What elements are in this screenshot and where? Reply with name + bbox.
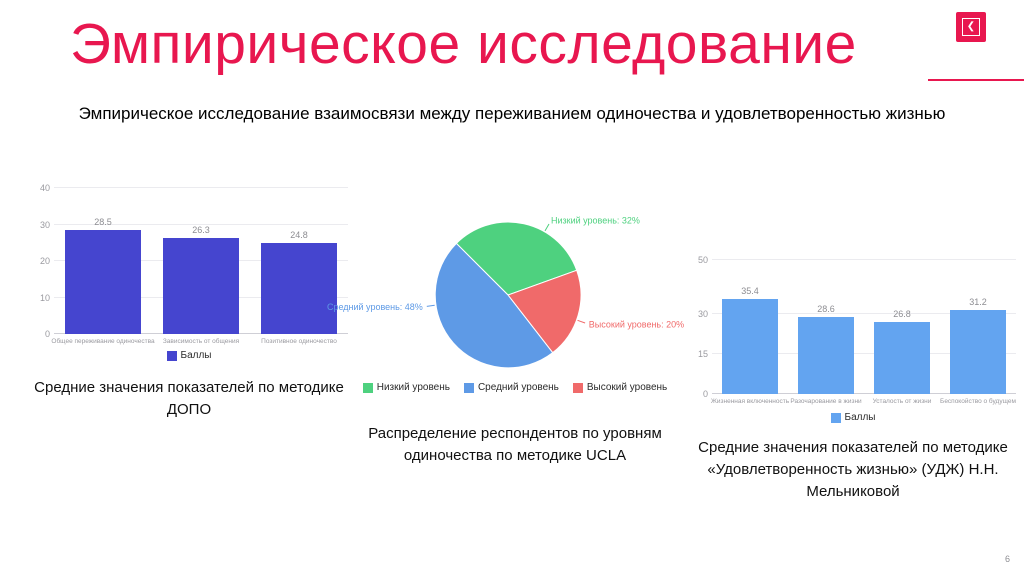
legend-label: Баллы bbox=[844, 412, 876, 423]
bar-chart-life-satisfaction: 0 15 30 50 35.4 Жизненная включенность 28.6 Раз… bbox=[688, 248, 1018, 502]
bar bbox=[65, 229, 141, 334]
slide-subtitle: Эмпирическое исследование взаимосвязи ме… bbox=[78, 104, 946, 123]
pie-slice-callout-label: Средний уровень: 48% bbox=[327, 302, 423, 312]
bar-slot: 26.3 Зависимость от общения bbox=[152, 188, 250, 345]
bar-slot: 24.8 Позитивное одиночество bbox=[250, 188, 348, 345]
legend-item: Средний уровень bbox=[463, 382, 559, 393]
back-button[interactable]: ❮ bbox=[956, 12, 986, 42]
y-axis-tick-label: 50 bbox=[697, 255, 708, 265]
gridline bbox=[712, 352, 1016, 354]
bar bbox=[950, 310, 1006, 394]
legend-swatch bbox=[166, 350, 177, 361]
y-axis-tick-label: 0 bbox=[44, 329, 50, 339]
legend-swatch bbox=[463, 382, 474, 393]
chart-caption: Средние значения показателей по методике… bbox=[698, 439, 1008, 500]
bar-slot: 26.8 Усталость от жизни bbox=[864, 260, 940, 405]
chart-legend: Баллы bbox=[688, 412, 1018, 423]
y-axis-tick-label: 10 bbox=[39, 292, 50, 303]
x-axis-category-label: Общее переживание одиночества bbox=[51, 338, 155, 345]
bar bbox=[798, 317, 854, 394]
pie-callout-line bbox=[577, 319, 586, 324]
gridline bbox=[712, 393, 1016, 394]
pie-chart-ucla: Низкий уровень: 32% Высокий уровень: 20% С… bbox=[327, 210, 684, 467]
gridline bbox=[712, 259, 1016, 260]
y-axis-tick-label: 30 bbox=[697, 308, 708, 319]
chart-caption: Распределение респондентов по уровням од… bbox=[368, 425, 662, 464]
bar bbox=[874, 322, 930, 394]
bar bbox=[722, 299, 778, 394]
bar bbox=[163, 238, 239, 334]
legend-swatch bbox=[362, 382, 373, 393]
gridline bbox=[54, 187, 348, 188]
bar-value-label: 31.2 bbox=[969, 297, 987, 308]
x-axis-category-label: Разочарование в жизни bbox=[790, 398, 862, 405]
x-axis-category-label: Позитивное одиночество bbox=[261, 338, 337, 345]
bar-value-label: 28.5 bbox=[94, 216, 112, 227]
gridline bbox=[54, 223, 348, 225]
y-axis-tick-label: 15 bbox=[697, 348, 708, 359]
legend-label: Средний уровень bbox=[477, 382, 559, 393]
bar-slot: 35.4 Жизненная включенность bbox=[711, 260, 789, 405]
bar-value-label: 26.3 bbox=[192, 225, 210, 236]
header-divider bbox=[928, 79, 1024, 81]
bar-chart-plot-area: 0 10 20 30 40 28.5 Общее переживание одиночест… bbox=[40, 183, 348, 345]
y-axis-tick-label: 30 bbox=[39, 219, 50, 230]
gridline bbox=[712, 312, 1016, 314]
y-axis-tick-label: 20 bbox=[39, 256, 50, 266]
y-axis-tick-label: 40 bbox=[39, 183, 50, 193]
chart-caption: Средние значения показателей по методике… bbox=[34, 379, 344, 418]
x-axis-category-label: Жизненная включенность bbox=[710, 398, 790, 405]
pie-slice bbox=[507, 269, 582, 354]
bar bbox=[261, 243, 337, 334]
legend-label: Баллы bbox=[180, 350, 212, 361]
pie-slice bbox=[455, 221, 578, 296]
chart-legend: Низкий уровень Средний уровень Высокий уро… bbox=[350, 382, 680, 393]
legend-item: Низкий уровень bbox=[362, 382, 450, 393]
y-axis-tick-label: 0 bbox=[702, 389, 708, 399]
pie-callout-line bbox=[426, 304, 435, 307]
bar-value-label: 24.8 bbox=[290, 230, 308, 241]
pie-slice bbox=[434, 242, 554, 369]
legend-label: Высокий уровень bbox=[586, 382, 668, 393]
legend-swatch bbox=[830, 412, 841, 423]
bar-chart-dopo: 0 10 20 30 40 28.5 Общее переживание одиночест… bbox=[28, 178, 350, 421]
bar-slot: 28.5 Общее переживание одиночества bbox=[51, 188, 154, 345]
bar-slot: 31.2 Беспокойство о будущем bbox=[940, 260, 1016, 405]
x-axis-category-label: Беспокойство о будущем bbox=[940, 398, 1016, 405]
bar-slot: 28.6 Разочарование в жизни bbox=[788, 260, 864, 405]
pie-slice-callout-label: Высокий уровень: 20% bbox=[589, 319, 684, 329]
legend-item: Баллы bbox=[830, 412, 876, 423]
pie-chart: Низкий уровень: 32% Высокий уровень: 20% С… bbox=[327, 216, 684, 369]
bar-chart-plot-area: 0 15 30 50 35.4 Жизненная включенность 28.6 Раз… bbox=[698, 255, 1016, 405]
bar-value-label: 28.6 bbox=[817, 304, 835, 315]
chart-legend: Баллы bbox=[28, 350, 350, 361]
slide-title: Эмпирическое исследование bbox=[70, 12, 857, 76]
bar-value-label: 26.8 bbox=[893, 309, 911, 320]
legend-label: Низкий уровень bbox=[376, 382, 450, 393]
legend-item: Баллы bbox=[166, 350, 212, 361]
x-axis-category-label: Усталость от жизни bbox=[872, 398, 932, 405]
x-axis-category-label: Зависимость от общения bbox=[162, 338, 240, 345]
chevron-left-icon: ❮ bbox=[961, 18, 981, 36]
legend-item: Высокий уровень bbox=[572, 382, 668, 393]
pie-slice-callout-label: Низкий уровень: 32% bbox=[551, 216, 640, 226]
bar-value-label: 35.4 bbox=[741, 286, 759, 297]
page-number: 6 bbox=[1004, 554, 1010, 564]
legend-swatch bbox=[572, 382, 583, 393]
pie-callout-line bbox=[544, 223, 550, 232]
